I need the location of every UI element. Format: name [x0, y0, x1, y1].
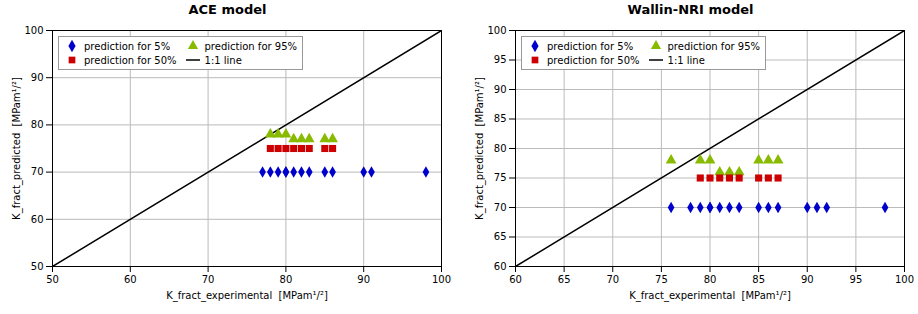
html-text:ACE model: ACE model	[188, 2, 267, 17]
svg-text:90: 90	[494, 84, 507, 95]
html-text:prediction for 50%: prediction for 50%	[84, 54, 177, 66]
svg-text:75: 75	[655, 274, 668, 285]
html-text:prediction for 95%: prediction for 95%	[204, 40, 297, 52]
svg-text:K_fract_predicted [MPam¹/²]: K_fract_predicted [MPam¹/²]	[11, 77, 23, 220]
svg-text:80: 80	[31, 119, 44, 130]
svg-text:70: 70	[31, 166, 44, 177]
svg-text:60: 60	[509, 274, 522, 285]
svg-text:60: 60	[494, 261, 507, 272]
svg-text:70: 70	[202, 274, 215, 285]
svg-text:60: 60	[124, 274, 137, 285]
svg-text:K_fract_experimental [MPam¹/²: K_fract_experimental [MPam¹/²]	[629, 290, 791, 302]
svg-text:75: 75	[494, 172, 507, 183]
svg-text:65: 65	[558, 274, 571, 285]
svg-text:70: 70	[606, 274, 619, 285]
svg-text:100: 100	[432, 274, 451, 285]
svg-text:95: 95	[850, 274, 863, 285]
svg-text:60: 60	[31, 214, 44, 225]
html-text:Wallin-NRI model: Wallin-NRI model	[627, 2, 754, 17]
svg-text:90: 90	[357, 274, 370, 285]
svg-text:100: 100	[487, 25, 506, 36]
svg-text:100: 100	[24, 25, 43, 36]
svg-text:100: 100	[895, 274, 914, 285]
html-text:prediction for 5%: prediction for 5%	[84, 40, 171, 52]
svg-text:85: 85	[494, 113, 507, 124]
svg-text:95: 95	[494, 54, 507, 65]
svg-text:50: 50	[46, 274, 59, 285]
svg-text:70: 70	[494, 202, 507, 213]
html-text:1:1 line: 1:1 line	[667, 54, 705, 66]
html-text:1:1 line: 1:1 line	[204, 54, 242, 66]
svg-text:K_fract_experimental [MPam¹/²: K_fract_experimental [MPam¹/²]	[166, 290, 328, 302]
svg-text:50: 50	[31, 261, 44, 272]
svg-text:80: 80	[494, 143, 507, 154]
html-text:prediction for 50%: prediction for 50%	[547, 54, 640, 66]
svg-text:K_fract_predicted [MPam¹/²]: K_fract_predicted [MPam¹/²]	[474, 77, 486, 220]
svg-text:90: 90	[801, 274, 814, 285]
html-text:prediction for 95%: prediction for 95%	[667, 40, 760, 52]
svg-text:90: 90	[31, 72, 44, 83]
html-text:prediction for 5%: prediction for 5%	[547, 40, 634, 52]
svg-text:80: 80	[704, 274, 717, 285]
svg-text:85: 85	[752, 274, 765, 285]
svg-text:65: 65	[494, 231, 507, 242]
svg-text:80: 80	[280, 274, 293, 285]
